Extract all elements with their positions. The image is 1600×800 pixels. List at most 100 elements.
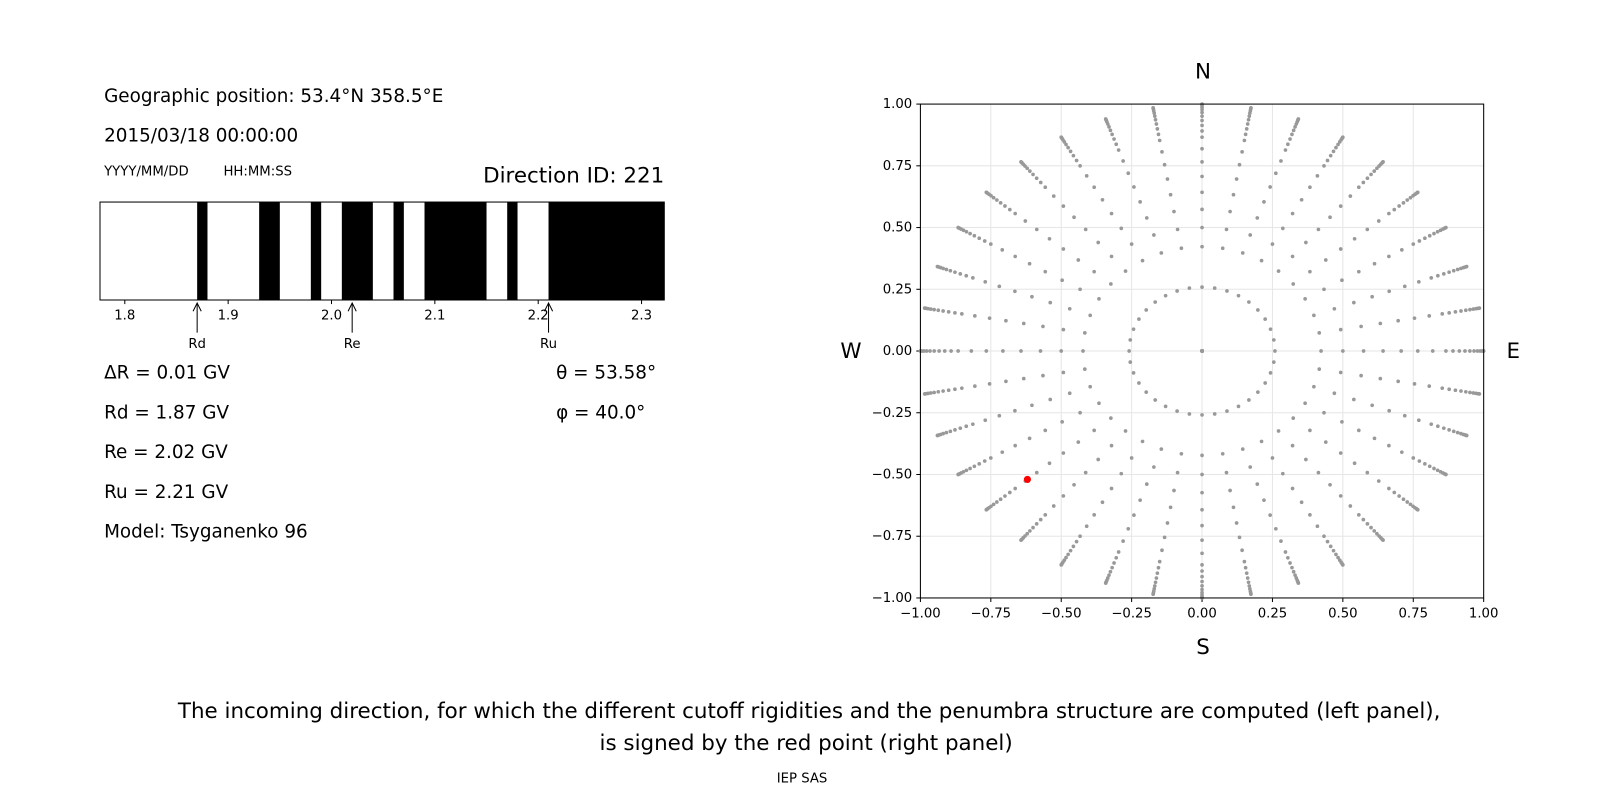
direction-point: [1447, 387, 1452, 392]
direction-point: [1378, 321, 1383, 326]
direction-point: [1291, 128, 1296, 133]
direction-point: [1112, 561, 1116, 565]
result: Rd = 1.87 GV: [104, 402, 229, 423]
direction-point: [1003, 204, 1007, 208]
direction-point: [1027, 261, 1032, 266]
direction-point: [1262, 200, 1266, 204]
direction-point: [1092, 513, 1097, 517]
direction-point: [1243, 132, 1248, 137]
direction-point: [1405, 198, 1410, 202]
direction-point: [1061, 370, 1066, 375]
result: Re = 2.02 GV: [104, 442, 228, 463]
direction-point: [1084, 524, 1089, 529]
direction-point: [1423, 461, 1427, 466]
direction-point: [1286, 142, 1290, 147]
direction-point: [984, 190, 989, 195]
direction-point: [1019, 538, 1023, 543]
penumbra-border: [99, 201, 665, 301]
direction-point: [1396, 379, 1400, 384]
direction-point: [1249, 105, 1253, 110]
direction-point: [1092, 269, 1097, 274]
direction-point: [1312, 384, 1316, 389]
direction-point: [949, 349, 953, 353]
direction-point: [1416, 418, 1421, 423]
arrow-head: [192, 301, 202, 312]
direction-point: [968, 466, 972, 471]
direction-point: [1468, 307, 1472, 312]
direction-point: [972, 464, 977, 469]
direction-point: [1059, 135, 1064, 140]
direction-point: [1200, 207, 1204, 212]
direction-point: [1061, 247, 1066, 251]
direction-point: [1317, 367, 1322, 371]
direction-point: [1356, 513, 1361, 517]
footer: IEP SAS: [777, 772, 828, 787]
direction-point: [1179, 451, 1184, 456]
direction-point: [1127, 349, 1131, 353]
direction-point: [1317, 331, 1322, 335]
direction-point: [932, 349, 937, 353]
direction-point: [1432, 231, 1436, 236]
direction-point: [971, 276, 975, 280]
direction-point: [1296, 581, 1301, 585]
direction-point: [1387, 211, 1391, 216]
direction-point: [1234, 177, 1239, 181]
direction-point: [1236, 404, 1241, 409]
direction-point: [1270, 456, 1275, 460]
direction-point: [1200, 453, 1204, 458]
direction-point: [1003, 494, 1007, 498]
direction-point: [1165, 177, 1170, 181]
direction-point: [1308, 513, 1312, 517]
y-tick-label: 0.25: [883, 282, 913, 297]
direction-point: [1328, 544, 1333, 549]
direction-point: [1175, 227, 1180, 232]
direction-point: [1243, 565, 1248, 570]
direction-point: [1290, 211, 1295, 216]
direction-point: [1375, 166, 1379, 171]
direction-point: [1004, 318, 1008, 323]
direction-point: [1123, 269, 1128, 273]
direction-point: [1119, 471, 1124, 476]
x-tick-label: 2.0: [321, 308, 342, 323]
direction-point: [1256, 308, 1260, 312]
direction-point: [1128, 360, 1133, 364]
direction-point: [1372, 436, 1377, 441]
direction-point: [991, 195, 996, 200]
direction-point: [1405, 500, 1410, 504]
direction-point: [1423, 236, 1427, 241]
x-tick-label: 2.2: [528, 308, 549, 323]
direction-point: [1175, 470, 1180, 475]
direction-point: [1061, 451, 1066, 455]
y-tick-label: 0.50: [883, 221, 913, 236]
direction-point: [1103, 581, 1108, 585]
direction-point: [1256, 390, 1260, 394]
direction-point: [1328, 153, 1333, 158]
direction-point: [1200, 114, 1204, 119]
direction-point: [1397, 204, 1401, 208]
direction-point: [1157, 138, 1162, 143]
plot-frame: [919, 103, 1485, 599]
direction-point: [958, 272, 963, 276]
direction-point: [997, 284, 1002, 289]
direction-point: [1361, 180, 1366, 185]
direction-point: [1153, 117, 1158, 122]
direction-point: [1034, 470, 1039, 475]
direction-point: [1415, 190, 1420, 195]
direction-point: [988, 456, 993, 460]
direction-point: [1144, 482, 1149, 486]
direction-point: [1441, 426, 1446, 431]
direction-point: [1228, 488, 1232, 493]
direction-point: [1290, 486, 1295, 491]
direction-point: [1463, 308, 1468, 313]
direction-point: [1000, 248, 1005, 252]
direction-point: [1041, 373, 1045, 378]
cutoff-label: Rd: [188, 337, 206, 352]
direction-point: [1255, 216, 1260, 220]
direction-point: [1299, 197, 1304, 202]
direction-point: [1131, 327, 1136, 331]
direction-point: [1137, 317, 1141, 321]
direction-point: [1109, 254, 1114, 259]
direction-point: [1200, 225, 1204, 230]
direction-point: [1440, 312, 1445, 316]
x-tick-label: 1.9: [218, 308, 239, 323]
